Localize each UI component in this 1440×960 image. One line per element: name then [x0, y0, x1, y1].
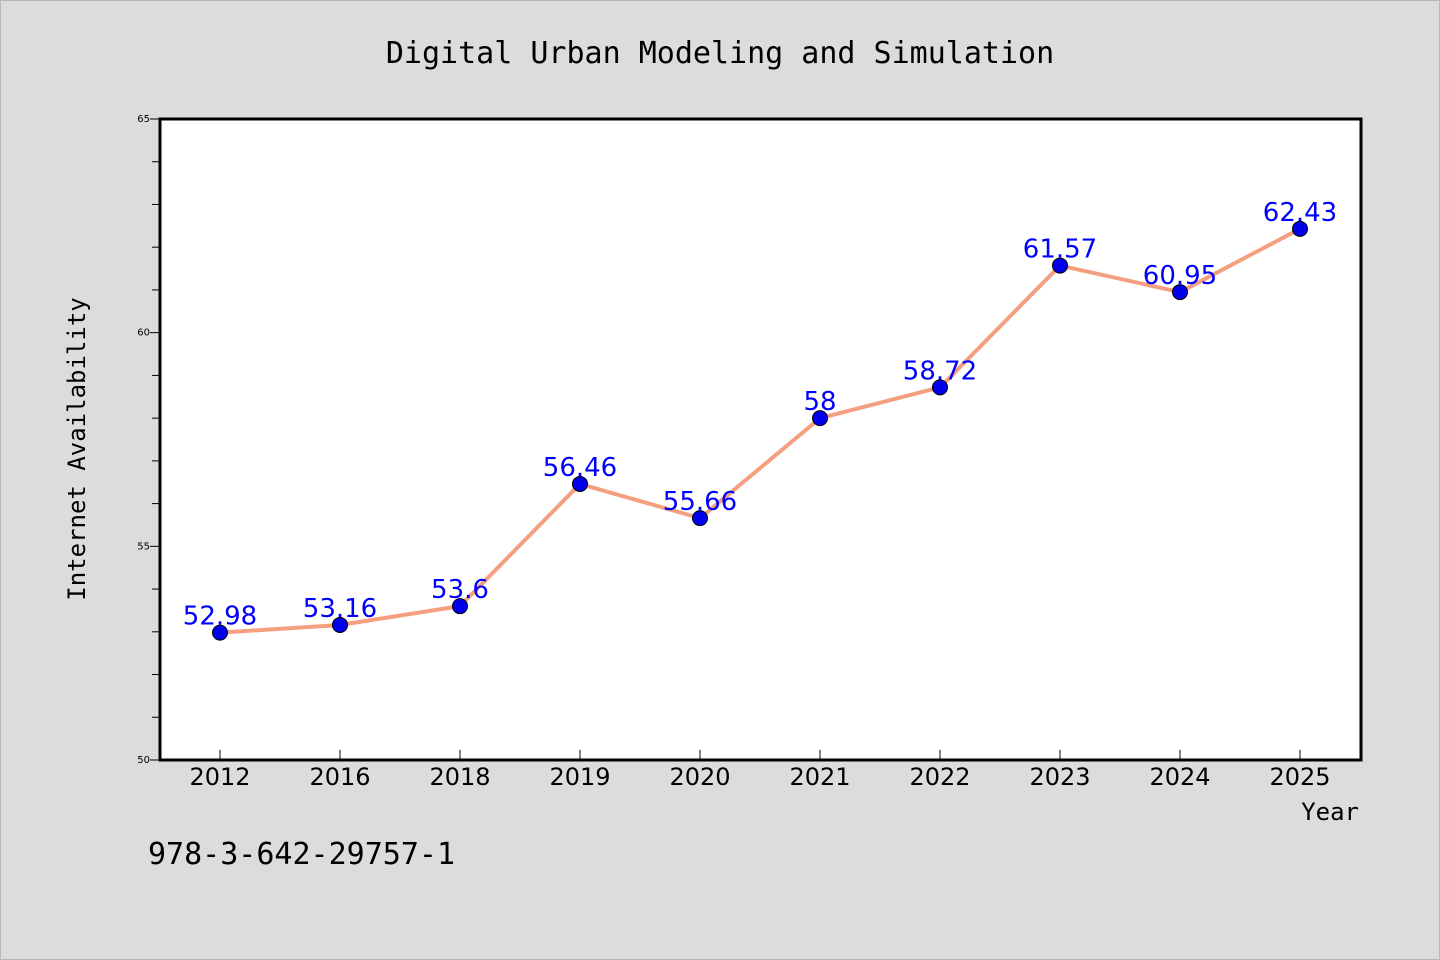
data-point [812, 410, 828, 427]
data-label-layer: 52.98 53.16 53.6 56.46 55.66 58 58.72 61.57 60.9… [183, 198, 1337, 632]
x-tick-label: 2025 [1269, 763, 1330, 791]
data-label: 52.98 [183, 602, 257, 632]
x-tick-label: 2021 [789, 763, 850, 791]
data-point [1292, 220, 1308, 237]
x-axis: 2012 2016 2018 2019 2020 2021 2022 2023 2024 2025 [189, 750, 1331, 791]
series-line [218, 226, 1302, 635]
data-label: 61.57 [1023, 235, 1097, 265]
data-label: 56.46 [543, 453, 617, 483]
x-tick-label: 2020 [669, 763, 730, 791]
y-tick-label: 65 [137, 114, 150, 125]
data-label: 53.6 [431, 575, 489, 605]
y-tick-label: 50 [137, 755, 150, 766]
y-tick-label: 55 [137, 541, 150, 552]
data-point [572, 475, 588, 492]
data-label: 53.16 [303, 594, 377, 624]
isbn-footnote: 978-3-642-29757-1 [148, 837, 455, 872]
chart-title: Digital Urban Modeling and Simulation [386, 36, 1054, 71]
y-axis-title: Internet Availability [63, 297, 91, 600]
x-tick-label: 2019 [549, 763, 610, 791]
data-point [932, 379, 948, 396]
data-label: 58 [803, 387, 836, 417]
y-tick-label: 60 [137, 328, 150, 339]
data-point [1172, 284, 1188, 301]
series-layer [212, 220, 1308, 641]
x-axis-title: Year [1301, 798, 1359, 826]
plot-area [158, 117, 1363, 762]
x-tick-label: 2023 [1029, 763, 1090, 791]
data-label: 55.66 [663, 487, 737, 517]
data-point [692, 510, 708, 527]
x-tick-label: 2022 [909, 763, 970, 791]
x-tick-label: 2018 [429, 763, 490, 791]
data-point [1052, 257, 1068, 274]
data-point [332, 616, 348, 633]
data-label: 62.43 [1263, 198, 1337, 228]
data-label: 58.72 [903, 356, 977, 386]
x-tick-label: 2024 [1149, 763, 1210, 791]
data-point [452, 598, 468, 615]
data-point [212, 624, 228, 641]
y-axis: 50 55 60 65 [137, 114, 160, 766]
x-tick-label: 2012 [189, 763, 250, 791]
data-label: 60.95 [1143, 261, 1217, 291]
x-tick-label: 2016 [309, 763, 370, 791]
